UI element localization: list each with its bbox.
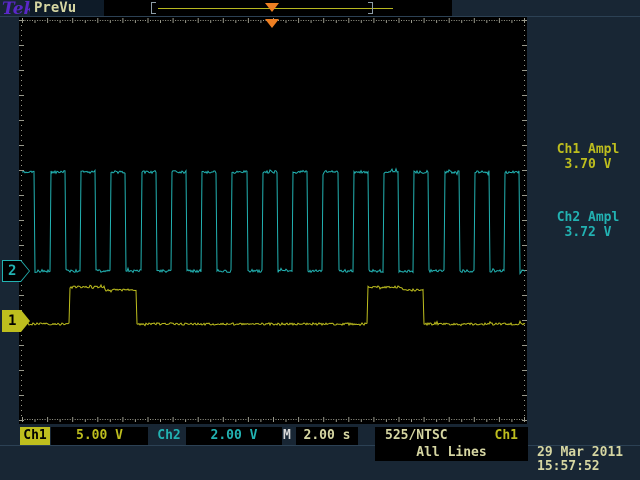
ch2-measurement-label: Ch2 Ampl [556,210,620,225]
main-timebase-label: M [283,428,291,443]
datetime-display: 29 Mar 2011 15:57:52 [537,446,623,474]
trigger-position-arrow-icon [265,3,279,12]
trigger-position-marker-icon [265,19,279,28]
ch1-ground-marker-label: 1 [8,313,17,329]
ch1-volts-per-div-readout: 5.00 V [51,427,148,445]
ch1-measurement-label: Ch1 Ampl [556,142,620,157]
ch1-channel-badge: Ch1 [20,427,50,445]
ch1-amplitude-measurement: Ch1 Ampl 3.70 V [538,142,638,172]
acquisition-status: PreVu [30,0,104,16]
top-separator [0,16,640,17]
graticule [19,17,527,424]
ch2-volts-per-div-readout: 2.00 V [186,427,282,445]
ch1-measurement-value: 3.70 V [564,157,612,172]
date-text: 29 Mar 2011 [537,445,624,460]
ch2-ground-marker-label: 2 [8,263,17,279]
record-view-left-bracket-icon [151,2,156,14]
bottom-separator [0,445,640,446]
trigger-video-mode: All Lines [416,445,487,460]
record-view-strip [104,0,452,16]
ch2-channel-label: Ch2 [157,428,181,443]
ch2-amplitude-measurement: Ch2 Ampl 3.72 V [538,210,638,240]
trigger-readout-box: 525/NTSC Ch1 All Lines [375,427,528,461]
trigger-video-standard: 525/NTSC [385,428,448,443]
trigger-source: Ch1 [494,428,518,443]
record-view-right-bracket-icon [368,2,373,14]
time-text: 15:57:52 [537,459,600,474]
tek-logo: Tek [2,0,36,19]
ch2-measurement-value: 3.72 V [564,225,612,240]
timebase-readout: 2.00 s [296,427,358,445]
